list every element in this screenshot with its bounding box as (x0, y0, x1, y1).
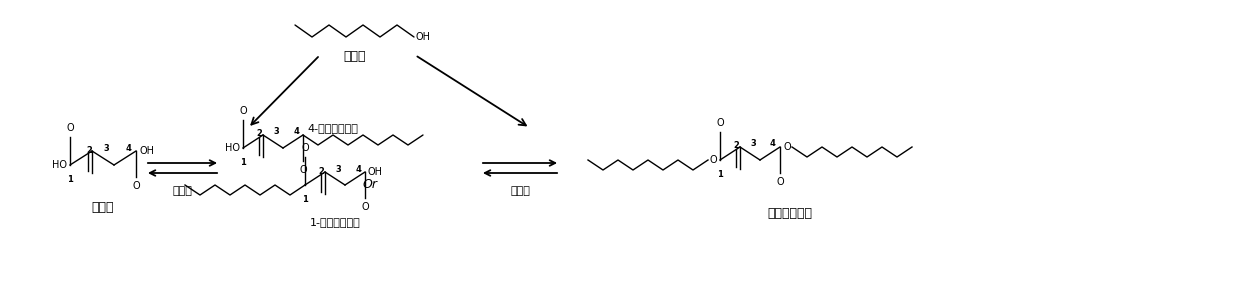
Text: HO: HO (224, 143, 241, 153)
Text: O: O (717, 118, 724, 128)
Text: 4-衣康酸单辛酩: 4-衣康酸单辛酩 (308, 123, 358, 133)
Text: 2: 2 (86, 146, 92, 155)
Text: 3: 3 (750, 139, 756, 149)
Text: O: O (301, 143, 309, 153)
Text: 衣康酸: 衣康酸 (92, 201, 114, 214)
Text: O: O (782, 142, 791, 152)
Text: 衣康酸二辛酩: 衣康酸二辛酩 (768, 207, 812, 220)
Text: O: O (133, 181, 140, 191)
Text: 2: 2 (257, 130, 262, 138)
Text: 1: 1 (241, 158, 246, 167)
Text: O: O (776, 177, 784, 187)
Text: 1: 1 (303, 195, 308, 204)
Text: 1: 1 (67, 175, 73, 184)
Text: O: O (361, 202, 368, 212)
Text: 4: 4 (125, 144, 131, 153)
Text: 4: 4 (293, 127, 299, 137)
Text: O: O (299, 165, 306, 175)
Text: 3: 3 (273, 127, 279, 137)
Text: O: O (239, 106, 247, 116)
Text: 3: 3 (335, 165, 341, 173)
Text: 2: 2 (733, 142, 739, 150)
Text: HO: HO (52, 160, 67, 170)
Text: 1: 1 (717, 170, 723, 179)
Text: 催化剂: 催化剂 (172, 186, 192, 196)
Text: O: O (709, 155, 717, 165)
Text: OH: OH (415, 32, 432, 42)
Text: Or: Or (362, 178, 377, 192)
Text: 4: 4 (355, 165, 361, 173)
Text: 催化剂: 催化剂 (510, 186, 529, 196)
Text: OH: OH (368, 167, 383, 177)
Text: 3: 3 (103, 144, 109, 153)
Text: O: O (66, 123, 74, 133)
Text: 1-衣康酸单辛酩: 1-衣康酸单辛酩 (310, 217, 361, 227)
Text: 4: 4 (770, 139, 776, 149)
Text: 2: 2 (319, 166, 324, 176)
Text: 正辛醇: 正辛醇 (343, 50, 366, 63)
Text: OH: OH (139, 146, 154, 156)
